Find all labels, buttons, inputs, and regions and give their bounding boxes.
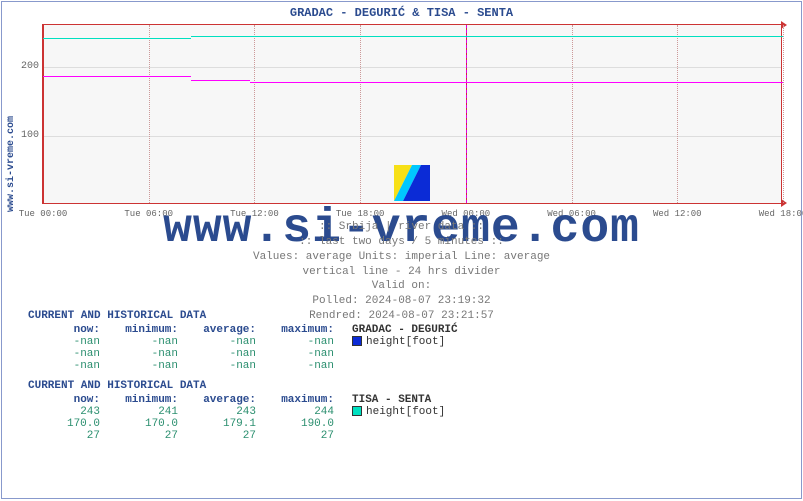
x-tick-label: Tue 00:00 bbox=[19, 209, 68, 219]
legend-metric: height[foot] bbox=[340, 336, 464, 348]
table-cell: -nan bbox=[28, 360, 106, 372]
table-title: CURRENT AND HISTORICAL DATA bbox=[28, 310, 791, 322]
gridline-v bbox=[783, 25, 784, 203]
data-tables: CURRENT AND HISTORICAL DATAnow:minimum:a… bbox=[28, 310, 791, 450]
table-cell: -nan bbox=[262, 336, 340, 348]
table-cell: 27 bbox=[184, 430, 262, 442]
series-segment bbox=[250, 82, 783, 83]
y-axis-label-wrap: www.si-vreme.com bbox=[6, 92, 18, 232]
table-cell: -nan bbox=[262, 348, 340, 360]
legend-swatch-icon bbox=[352, 406, 362, 416]
legend-label: GRADAC - DEGURIĆ bbox=[340, 324, 464, 336]
table-cell: 179.1 bbox=[184, 418, 262, 430]
table-row: 243241243244height[foot] bbox=[28, 406, 451, 418]
table-row: -nan-nan-nan-nan bbox=[28, 360, 464, 372]
axis-arrow-x2-icon bbox=[781, 199, 787, 207]
series-segment bbox=[191, 36, 783, 37]
caption-block: :: Srbija | river data :: :: last two da… bbox=[2, 220, 801, 324]
caption-line: Values: average Units: imperial Line: av… bbox=[2, 250, 801, 265]
caption-line: vertical line - 24 hrs divider bbox=[2, 265, 801, 280]
stats-table: now:minimum:average:maximum: TISA - SENT… bbox=[28, 394, 451, 442]
legend-metric bbox=[340, 348, 464, 360]
table-row: 170.0170.0179.1190.0 bbox=[28, 418, 451, 430]
x-tick-label: Wed 18:00 bbox=[759, 209, 803, 219]
legend-metric: height[foot] bbox=[340, 406, 451, 418]
gridline-v bbox=[254, 25, 255, 203]
table-cell: -nan bbox=[262, 360, 340, 372]
legend-swatch-icon bbox=[352, 336, 362, 346]
caption-line: :: last two days / 5 minutes :: bbox=[2, 235, 801, 250]
caption-line: Polled: 2024-08-07 23:19:32 bbox=[2, 294, 801, 309]
table-row: -nan-nan-nan-nan bbox=[28, 348, 464, 360]
table-header: minimum: bbox=[106, 324, 184, 336]
table-cell: 27 bbox=[28, 430, 106, 442]
table-cell: -nan bbox=[106, 348, 184, 360]
caption-line: :: Srbija | river data :: bbox=[2, 220, 801, 235]
legend-label: TISA - SENTA bbox=[340, 394, 451, 406]
gridline-v bbox=[360, 25, 361, 203]
table-header: now: bbox=[28, 324, 106, 336]
x-tick-label: Tue 12:00 bbox=[230, 209, 279, 219]
x-tick-label: Tue 06:00 bbox=[124, 209, 173, 219]
divider-24h bbox=[466, 25, 467, 203]
y-tick-label: 100 bbox=[15, 130, 39, 141]
table-cell: 241 bbox=[106, 406, 184, 418]
table-title: CURRENT AND HISTORICAL DATA bbox=[28, 380, 791, 392]
x-tick-label: Wed 12:00 bbox=[653, 209, 702, 219]
table-cell: 244 bbox=[262, 406, 340, 418]
table-cell: -nan bbox=[28, 348, 106, 360]
gridline-h bbox=[43, 67, 781, 68]
series-segment bbox=[43, 76, 191, 77]
table-cell: -nan bbox=[106, 336, 184, 348]
table-cell: 27 bbox=[262, 430, 340, 442]
table-header: maximum: bbox=[262, 394, 340, 406]
legend-metric bbox=[340, 418, 451, 430]
x-tick-label: Wed 00:00 bbox=[442, 209, 491, 219]
gridline-v bbox=[677, 25, 678, 203]
stats-table: now:minimum:average:maximum: GRADAC - DE… bbox=[28, 324, 464, 372]
x-tick-label: Wed 06:00 bbox=[547, 209, 596, 219]
table-cell: 243 bbox=[28, 406, 106, 418]
chart-title: GRADAC - DEGURIĆ & TISA - SENTA bbox=[2, 2, 801, 20]
table-header: average: bbox=[184, 394, 262, 406]
table-cell: -nan bbox=[184, 348, 262, 360]
table-cell: 170.0 bbox=[106, 418, 184, 430]
gridline-v bbox=[572, 25, 573, 203]
chart-container: GRADAC - DEGURIĆ & TISA - SENTA www.si-v… bbox=[1, 1, 802, 499]
gridline-v bbox=[43, 25, 44, 203]
table-header: now: bbox=[28, 394, 106, 406]
axis-arrow-x-icon bbox=[781, 21, 787, 29]
series-segment bbox=[191, 80, 250, 81]
table-cell: 243 bbox=[184, 406, 262, 418]
table-cell: 27 bbox=[106, 430, 184, 442]
table-cell: -nan bbox=[184, 336, 262, 348]
table-cell: -nan bbox=[184, 360, 262, 372]
caption-line: Valid on: bbox=[2, 279, 801, 294]
x-tick-label: Tue 18:00 bbox=[336, 209, 385, 219]
table-row: 27272727 bbox=[28, 430, 451, 442]
y-tick-label: 200 bbox=[15, 61, 39, 72]
series-segment bbox=[43, 38, 191, 39]
legend-metric bbox=[340, 360, 464, 372]
table-cell: -nan bbox=[28, 336, 106, 348]
legend-metric bbox=[340, 430, 451, 442]
gridline-v bbox=[149, 25, 150, 203]
gridline-h bbox=[43, 136, 781, 137]
table-row: -nan-nan-nan-nanheight[foot] bbox=[28, 336, 464, 348]
table-cell: -nan bbox=[106, 360, 184, 372]
table-header: maximum: bbox=[262, 324, 340, 336]
table-header: average: bbox=[184, 324, 262, 336]
logo-icon bbox=[394, 165, 430, 201]
table-cell: 190.0 bbox=[262, 418, 340, 430]
table-cell: 170.0 bbox=[28, 418, 106, 430]
table-header: minimum: bbox=[106, 394, 184, 406]
plot-area: 100200Tue 00:00Tue 06:00Tue 12:00Tue 18:… bbox=[42, 24, 782, 204]
